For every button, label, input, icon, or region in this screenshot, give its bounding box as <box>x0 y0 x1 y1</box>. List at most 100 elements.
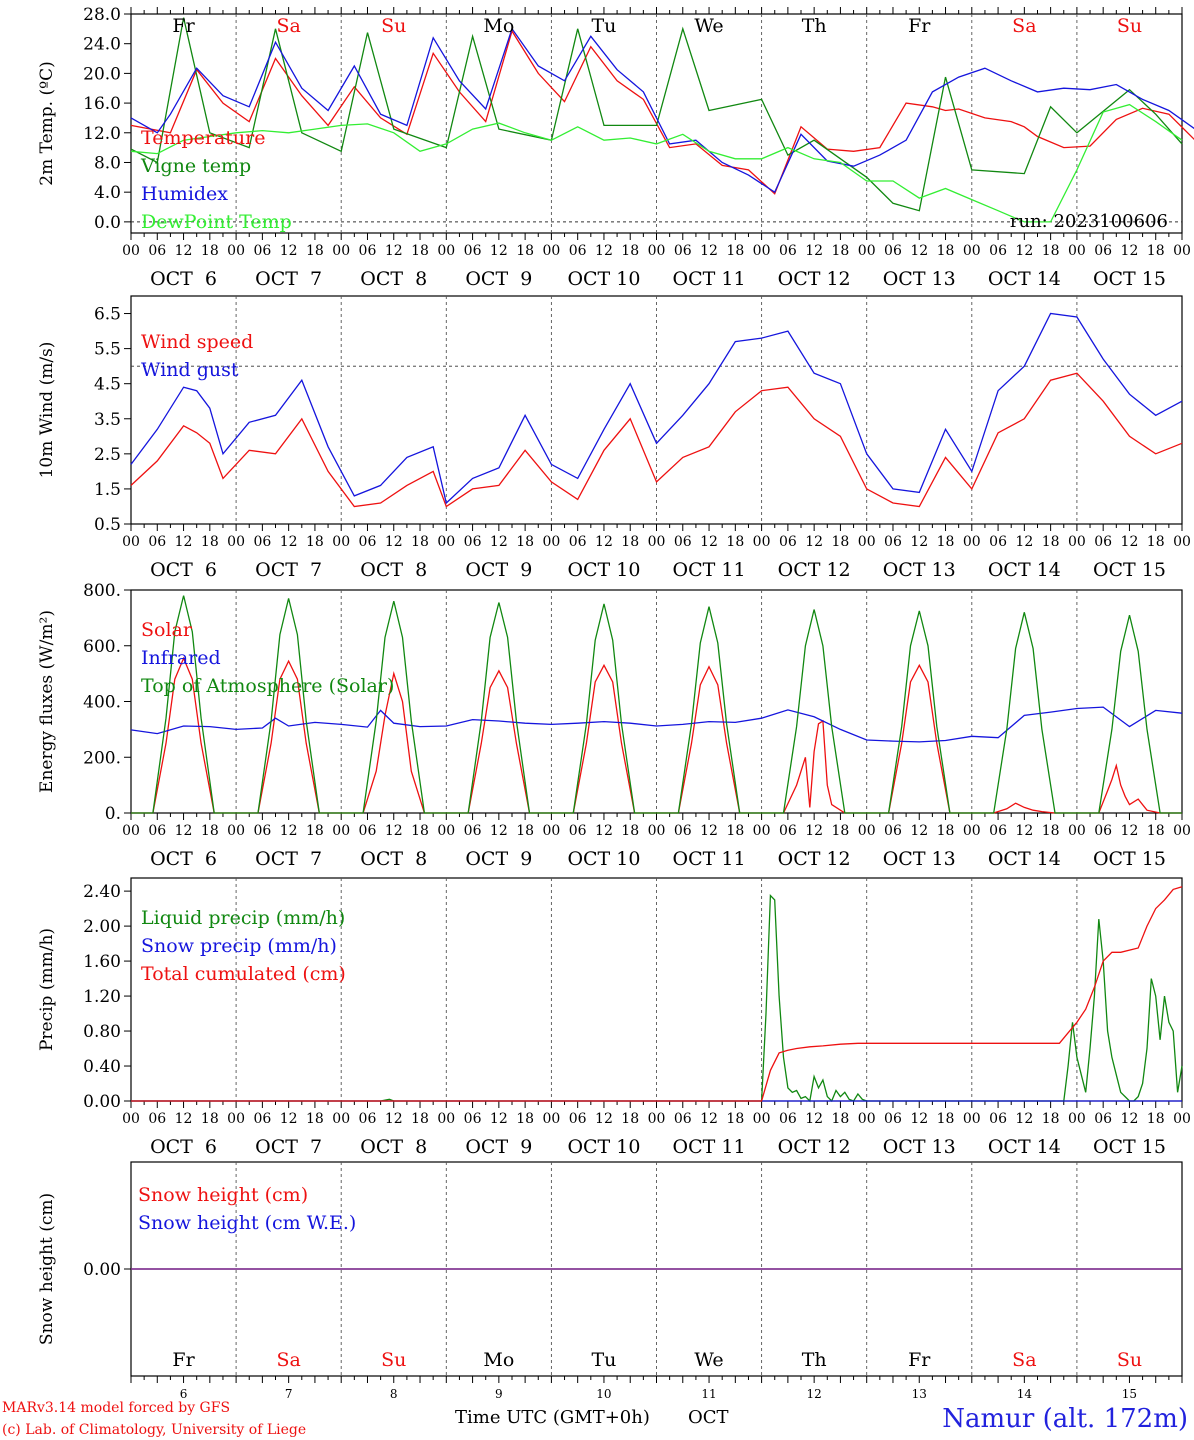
weekday-label: Sa <box>276 15 300 37</box>
series-dewpoint-temp <box>130 103 1183 223</box>
hour-label: 00 <box>1068 823 1086 839</box>
hour-label: 12 <box>385 1111 403 1127</box>
weekday-label: Mo <box>483 1349 514 1371</box>
hour-label: 12 <box>805 243 823 259</box>
weekday-label: Fr <box>908 15 931 37</box>
hour-label: 18 <box>832 534 850 550</box>
weekday-label: Sa <box>1012 15 1036 37</box>
y-tick-label: 2.40 <box>83 882 121 902</box>
hour-label: 06 <box>989 243 1007 259</box>
hour-label: 18 <box>411 534 429 550</box>
legend-entry: Humidex <box>141 183 228 205</box>
y-tick-label: 0. <box>105 804 121 824</box>
hour-label: 00 <box>858 243 876 259</box>
hour-label: 00 <box>437 1111 455 1127</box>
hour-label: 12 <box>1121 1111 1139 1127</box>
hour-label: 00 <box>437 243 455 259</box>
day-number: 15 <box>1122 1387 1137 1401</box>
hour-label: 06 <box>1094 243 1112 259</box>
hour-label: 00 <box>1173 823 1191 839</box>
date-label: OCT 8 <box>360 268 427 290</box>
y-tick-label: 8.0 <box>94 153 121 173</box>
weekday-label: Mo <box>483 15 514 37</box>
hour-label: 18 <box>937 534 955 550</box>
y-tick-label: 200. <box>83 748 121 768</box>
date-label: OCT 13 <box>883 848 956 870</box>
hour-label: 06 <box>1094 823 1112 839</box>
hour-label: 06 <box>464 534 482 550</box>
hour-label: 12 <box>1121 243 1139 259</box>
y-tick-label: 0.5 <box>94 515 121 535</box>
hour-label: 12 <box>490 1111 508 1127</box>
legend-entry: Top of Atmosphere (Solar) <box>141 675 394 697</box>
hour-label: 12 <box>700 1111 718 1127</box>
date-label: OCT 6 <box>150 268 217 290</box>
y-tick-label: 4.5 <box>94 375 121 395</box>
hour-label: 00 <box>122 823 140 839</box>
legend-entry: Snow height (cm) <box>138 1184 308 1206</box>
hour-label: 00 <box>122 243 140 259</box>
hour-label: 12 <box>280 534 298 550</box>
date-label: OCT 15 <box>1093 1136 1166 1158</box>
date-label: OCT 8 <box>360 559 427 581</box>
hour-label: 06 <box>989 534 1007 550</box>
hour-label: 00 <box>227 823 245 839</box>
day-number: 13 <box>912 1387 927 1401</box>
y-tick-label: 600. <box>83 637 121 657</box>
date-label: OCT 11 <box>673 559 746 581</box>
day-number: 10 <box>596 1387 611 1401</box>
hour-label: 00 <box>753 243 771 259</box>
hour-label: 18 <box>1147 1111 1165 1127</box>
date-label: OCT 6 <box>150 848 217 870</box>
y-tick-label: 0.40 <box>83 1057 121 1077</box>
date-label: OCT 15 <box>1093 848 1166 870</box>
hour-label: 12 <box>1015 243 1033 259</box>
hour-label: 06 <box>674 534 692 550</box>
date-label: OCT 13 <box>883 559 956 581</box>
hour-label: 18 <box>937 243 955 259</box>
hour-label: 18 <box>411 243 429 259</box>
run-label: run: 2023100606 <box>1010 211 1168 232</box>
hour-label: 18 <box>1147 823 1165 839</box>
y-tick-label: 3.5 <box>94 410 121 430</box>
hour-label: 18 <box>1042 823 1060 839</box>
hour-label: 06 <box>569 243 587 259</box>
day-number: 6 <box>180 1387 188 1401</box>
hour-label: 18 <box>1042 243 1060 259</box>
date-label: OCT 13 <box>883 268 956 290</box>
day-number: 14 <box>1017 1387 1033 1401</box>
hour-label: 00 <box>858 823 876 839</box>
hour-label: 18 <box>201 243 219 259</box>
series-total-cumulated-cm- <box>131 886 1183 1102</box>
hour-label: 00 <box>542 534 560 550</box>
hour-label: 06 <box>569 823 587 839</box>
hour-label: 00 <box>753 1111 771 1127</box>
weekday-label: Su <box>1117 1349 1142 1371</box>
energy-y-label: Energy fluxes (W/m²) <box>37 610 57 793</box>
wind-y-label: 10m Wind (m/s) <box>37 342 57 479</box>
series-wind-gust <box>130 312 1183 505</box>
date-label: OCT 6 <box>150 559 217 581</box>
hour-label: 18 <box>726 534 744 550</box>
hour-label: 00 <box>542 243 560 259</box>
series-humidex <box>130 27 1194 194</box>
hour-label: 12 <box>175 534 193 550</box>
hour-label: 00 <box>332 243 350 259</box>
hour-label: 00 <box>332 823 350 839</box>
hour-label: 18 <box>201 823 219 839</box>
hour-label: 00 <box>753 823 771 839</box>
hour-label: 18 <box>516 823 534 839</box>
hour-label: 06 <box>464 1111 482 1127</box>
hour-label: 00 <box>963 243 981 259</box>
hour-label: 00 <box>1068 1111 1086 1127</box>
panels: 0.0 4.0 8.0 12.0 16.0 20.0 24.0 28.0 2m Temp. (º… <box>37 5 1194 1401</box>
hour-label: 12 <box>700 534 718 550</box>
series-temperature <box>130 29 1194 195</box>
hour-label: 12 <box>385 243 403 259</box>
y-tick-label: 0.80 <box>83 1022 121 1042</box>
legend-entry: Liquid precip (mm/h) <box>141 907 345 929</box>
y-tick-label: 16.0 <box>83 94 121 114</box>
hour-label: 00 <box>858 534 876 550</box>
hour-label: 00 <box>437 823 455 839</box>
hour-label: 12 <box>175 243 193 259</box>
